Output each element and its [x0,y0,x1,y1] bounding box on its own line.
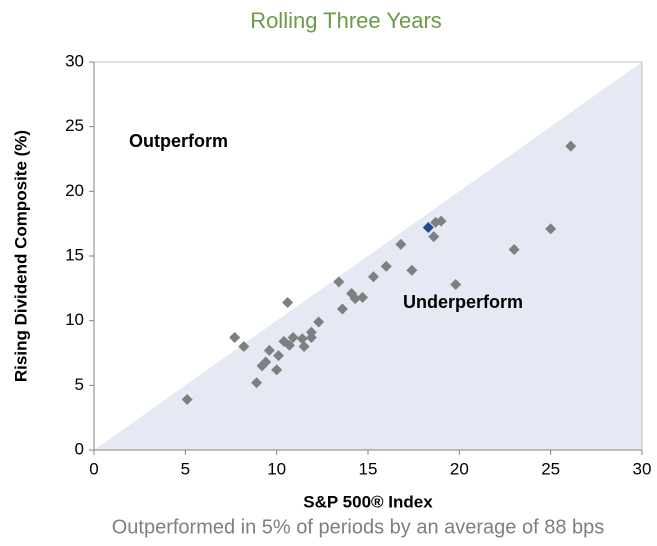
data-point [271,364,283,376]
x-tick-label: 15 [359,459,378,478]
y-tick-label: 15 [65,245,84,264]
data-point [545,223,557,235]
y-tick-label: 20 [65,181,84,200]
data-point [565,140,577,152]
data-point [298,341,310,353]
data-point [260,356,272,368]
data-point [380,260,392,272]
data-point [508,244,520,256]
data-point [238,341,250,353]
y-tick-label: 10 [65,310,84,329]
data-point [406,264,418,276]
data-point [450,278,462,290]
data-point [357,291,369,303]
data-point [395,238,407,250]
y-axis-label: Rising Dividend Composite (%) [11,130,30,382]
data-point [333,276,345,288]
data-point [272,350,284,362]
data-point [296,333,308,345]
annotation: Outperform [129,131,228,151]
x-tick-label: 30 [633,459,652,478]
data-point [229,331,241,343]
data-point [336,303,348,315]
chart-title: Rolling Three Years [250,8,442,33]
footnote: Outperformed in 5% of periods by an aver… [112,516,605,538]
data-point [435,215,447,227]
data-point [367,271,379,283]
y-tick-label: 25 [65,116,84,135]
annotation: Underperform [403,292,523,312]
y-tick-label: 0 [75,439,84,458]
data-point [313,316,325,328]
data-point [283,339,295,351]
data-point [251,377,263,389]
data-point [181,394,193,406]
x-tick-label: 25 [541,459,560,478]
x-axis-label: S&P 500® Index [303,492,433,511]
y-tick-label: 30 [65,51,84,70]
data-point [282,297,294,309]
data-point [428,231,440,243]
x-tick-label: 20 [450,459,469,478]
data-point [287,331,299,343]
data-point [263,344,275,356]
data-point [422,222,434,234]
data-point [349,293,361,305]
underperform-region [94,62,642,450]
data-point [305,331,317,343]
x-tick-label: 0 [89,459,98,478]
x-tick-label: 5 [181,459,190,478]
x-tick-label: 10 [267,459,286,478]
y-tick-label: 5 [75,375,84,394]
